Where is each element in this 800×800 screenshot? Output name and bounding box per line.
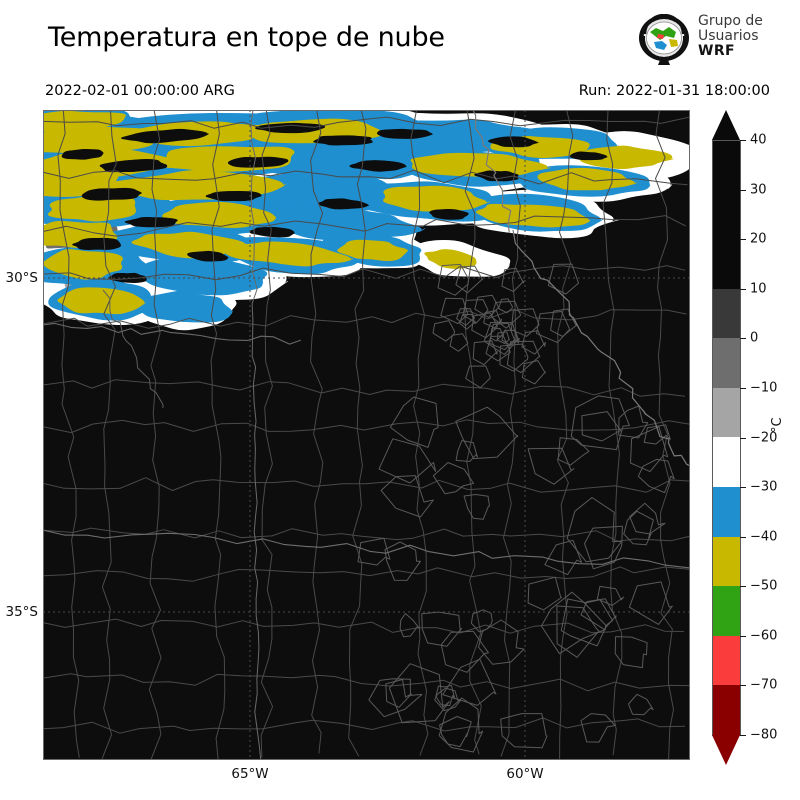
logo-text: Grupo de Usuarios WRF — [698, 14, 763, 59]
colorbar-tick-label: −20 — [750, 430, 778, 445]
colorbar-extend-min-arrow — [712, 735, 740, 765]
valid-time-label: 2022-02-01 00:00:00 ARG — [45, 83, 235, 99]
colorbar-segment — [712, 288, 740, 339]
colorbar-tick — [740, 189, 746, 191]
logo-line-3: WRF — [698, 43, 735, 59]
colorbar-tick-label: −60 — [750, 628, 778, 644]
colorbar-tick-label: −70 — [750, 677, 778, 693]
colorbar-gradient — [712, 140, 740, 735]
colorbar-segment — [712, 635, 740, 686]
colorbar-tick — [740, 239, 746, 241]
colorbar-tick-label: −10 — [750, 380, 778, 396]
lat-axis-label: 35°S — [5, 604, 39, 620]
colorbar-tick — [740, 387, 746, 389]
colorbar-unit-label: °C — [770, 417, 785, 433]
colorbar-tick — [740, 288, 746, 290]
colorbar-tick — [740, 140, 746, 141]
lat-axis-label: 30°S — [5, 270, 39, 286]
globe-emblem-icon — [639, 14, 689, 65]
colorbar-segment — [712, 586, 740, 636]
colorbar-tick-label: −50 — [750, 578, 778, 594]
administrative-boundaries — [43, 110, 690, 760]
logo: Grupo de Usuarios WRF — [636, 14, 796, 70]
colorbar-tick — [740, 487, 746, 489]
colorbar-tick — [740, 635, 746, 637]
colorbar-tick-label: 10 — [750, 281, 767, 297]
colorbar-segment — [712, 140, 740, 289]
colorbar-segment — [712, 437, 740, 488]
logo-line-2: Usuarios — [698, 28, 759, 44]
colorbar-segment — [712, 487, 740, 537]
colorbar-tick — [740, 536, 746, 538]
colorbar-tick-label: 40 — [750, 132, 767, 148]
colorbar-tick-label: 20 — [750, 231, 767, 247]
colorbar-tick-label: −30 — [750, 479, 778, 495]
lon-axis-label: 60°W — [506, 766, 544, 782]
page-title: Temperatura en tope de nube — [48, 22, 445, 53]
lat-lon-gridlines — [43, 110, 690, 760]
colorbar-tick — [740, 685, 746, 687]
lon-axis-label: 65°W — [231, 766, 269, 782]
colorbar-tick — [740, 437, 746, 439]
colorbar-tick-label: −80 — [750, 727, 778, 743]
colorbar-tick — [740, 586, 746, 588]
colorbar-tick-label: 0 — [750, 330, 759, 346]
colorbar-tick-label: 30 — [750, 182, 767, 198]
colorbar-segment — [712, 685, 740, 735]
colorbar-segment — [712, 338, 740, 388]
colorbar-segment — [712, 536, 740, 587]
colorbar-tick — [740, 338, 746, 340]
map-frame — [43, 110, 690, 760]
map-plot-area[interactable] — [43, 110, 690, 760]
colorbar-segment — [712, 387, 740, 438]
colorbar-tick-label: −40 — [750, 529, 778, 545]
run-time-label: Run: 2022-01-31 18:00:00 — [578, 83, 770, 99]
logo-line-1: Grupo de — [698, 13, 763, 29]
colorbar-extend-max-arrow — [712, 110, 740, 140]
map-canvas — [43, 110, 690, 760]
colorbar-tick — [740, 735, 746, 736]
colorbar[interactable]: 40 30 20 10 0 −10 −20 −30 −40 −50 −60 −70 −80 — [712, 110, 777, 765]
